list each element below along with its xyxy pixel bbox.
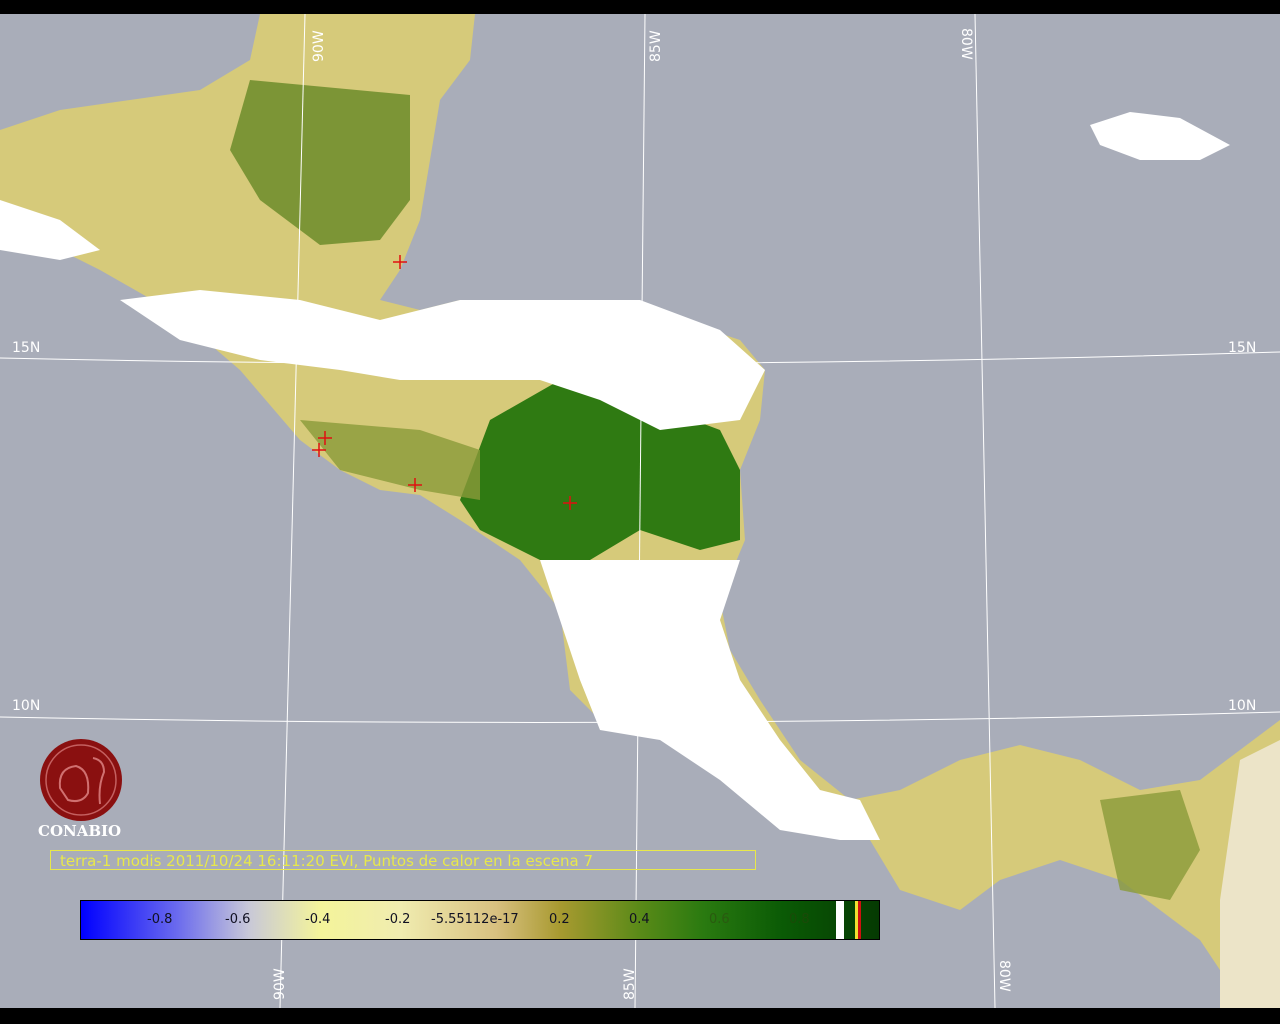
lon-label-90w-top: 90W (311, 30, 327, 62)
conabio-logo (40, 739, 122, 821)
colorbar-tick: -0.8 (147, 912, 173, 927)
colorbar-tick: 0.8 (789, 912, 810, 927)
colorbar-tick: 0.6 (709, 912, 730, 927)
hotspots (312, 255, 577, 510)
colorbar-tick: 0.2 (549, 912, 570, 927)
colorbar-tick: -0.6 (225, 912, 251, 927)
cloud-nicaragua (540, 560, 880, 840)
parallel-15n (0, 351, 1280, 365)
meridian-80w (974, 13, 996, 1009)
hotspot-marker (312, 443, 326, 457)
colorbar-tick: -0.4 (305, 912, 331, 927)
hotspot-marker (318, 431, 332, 445)
forest-peten (230, 80, 410, 245)
forest-guatemala-south (300, 420, 480, 500)
hotspot-marker (393, 255, 407, 269)
lat-label-10n-left: 10N (12, 698, 41, 714)
lon-label-90w-bottom: 90W (272, 968, 288, 1000)
graticule (0, 13, 1280, 1009)
lon-label-80w-bottom: 80W (996, 960, 1012, 992)
parallel-10n (0, 711, 1280, 723)
lat-label-10n-right: 10N (1228, 698, 1257, 714)
lon-label-80w-top: 80W (958, 28, 974, 60)
land-jamaica (1090, 112, 1230, 160)
hotspot-marker (408, 478, 422, 492)
colorbar-tick: -5.55112e-17 (431, 912, 519, 927)
colorbar-tick: 0.4 (629, 912, 650, 927)
lon-label-85w-top: 85W (648, 30, 664, 62)
hotspot-marker (563, 496, 577, 510)
lon-label-85w-bottom: 85W (622, 968, 638, 1000)
logo-text: CONABIO (38, 822, 122, 840)
meridian-85w (634, 13, 646, 1009)
lat-label-15n-right: 15N (1228, 340, 1257, 356)
colorbar-cloud-swatch (836, 901, 844, 939)
evi-colorbar: -0.8 -0.6 -0.4 -0.2 -5.55112e-17 0.2 0.4… (80, 900, 880, 940)
cloud-band (120, 290, 765, 430)
land-panama-east (1220, 740, 1280, 1008)
forest-panama-east (1100, 790, 1200, 900)
cloud-yucatan (0, 200, 100, 260)
lat-label-15n-left: 15N (12, 340, 41, 356)
colorbar-swatch-yellow (855, 901, 858, 939)
colorbar-hotspot-swatch (858, 901, 861, 939)
scene-caption: terra-1 modis 2011/10/24 16:11:20 EVI, P… (50, 850, 756, 870)
colorbar-tick: -0.2 (385, 912, 411, 927)
meridian-90w (279, 13, 306, 1009)
